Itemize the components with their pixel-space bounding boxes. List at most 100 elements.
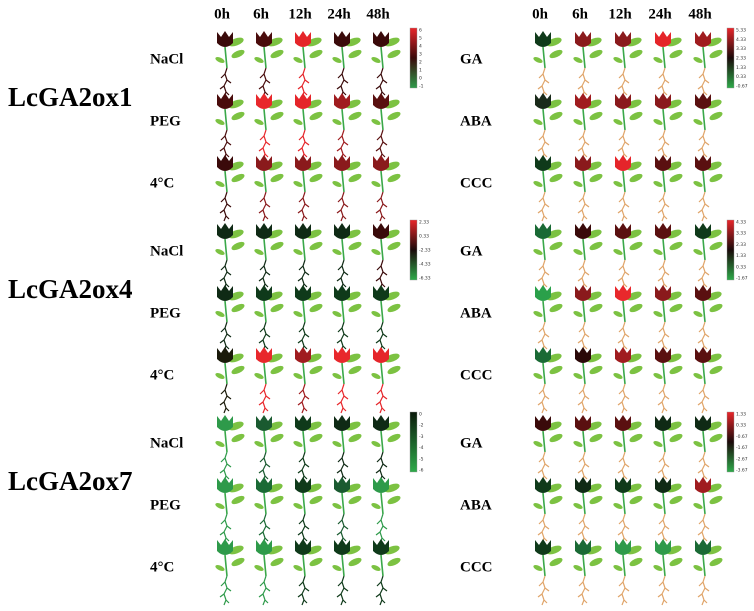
scale-label: 1.33	[736, 412, 746, 418]
roots	[258, 383, 271, 414]
plant	[533, 415, 563, 482]
scale-label: 0	[419, 412, 422, 418]
plant	[215, 223, 245, 290]
flower	[373, 285, 389, 301]
roots	[219, 575, 232, 606]
roots	[537, 321, 550, 352]
leaf	[653, 118, 663, 126]
roots	[336, 451, 349, 482]
leaf	[348, 173, 362, 183]
flower	[217, 415, 233, 431]
roots	[577, 321, 590, 352]
gene-name: LcGA2ox7	[8, 466, 133, 496]
treatment-label: ABA	[460, 305, 492, 321]
leaf	[549, 557, 563, 567]
flower	[373, 155, 389, 171]
leaf	[371, 440, 381, 448]
leaf	[293, 372, 303, 380]
leaf	[270, 173, 284, 183]
leaf	[629, 557, 643, 567]
time-header: 12h	[608, 6, 632, 22]
stem	[302, 300, 306, 323]
flower	[535, 155, 551, 171]
leaf	[215, 56, 225, 64]
leaf	[693, 180, 703, 188]
scale-label: 5	[419, 36, 422, 42]
plant	[254, 539, 284, 606]
roots	[657, 129, 670, 160]
stem	[662, 554, 666, 577]
plant	[371, 539, 401, 606]
leaf	[589, 303, 603, 313]
plant	[332, 347, 362, 414]
scale-label: 2.33	[419, 220, 429, 226]
leaf	[387, 173, 401, 183]
leaf	[549, 365, 563, 375]
stem	[302, 492, 306, 515]
stem	[662, 170, 666, 193]
leaf	[613, 502, 623, 510]
leaf	[270, 495, 284, 505]
flower	[615, 223, 631, 239]
scale-label: 0.33	[736, 74, 746, 80]
plant	[613, 93, 643, 160]
plant	[653, 477, 683, 544]
plant	[613, 477, 643, 544]
flower	[615, 31, 631, 47]
roots	[375, 191, 388, 222]
roots	[297, 191, 310, 222]
stem	[662, 362, 666, 385]
stem	[380, 46, 384, 69]
leaf	[573, 118, 583, 126]
leaf	[589, 49, 603, 59]
stem	[224, 554, 228, 577]
leaf	[589, 111, 603, 121]
stem	[582, 108, 586, 131]
leaf	[293, 310, 303, 318]
scale-label: -0.67	[736, 434, 748, 440]
stem	[542, 492, 546, 515]
roots	[617, 259, 630, 290]
roots	[657, 513, 670, 544]
roots	[297, 513, 310, 544]
flower	[655, 155, 671, 171]
leaf	[573, 440, 583, 448]
leaf	[293, 502, 303, 510]
leaf	[573, 56, 583, 64]
leaf	[613, 440, 623, 448]
leaf	[653, 248, 663, 256]
stem	[341, 362, 345, 385]
stem	[224, 492, 228, 515]
scale-label: 3.33	[736, 46, 746, 52]
flower	[575, 347, 591, 363]
flower	[295, 155, 311, 171]
flower	[217, 31, 233, 47]
stem	[582, 170, 586, 193]
treatment-label: CCC	[460, 367, 493, 383]
flower	[373, 31, 389, 47]
flower	[695, 539, 711, 555]
flower	[615, 415, 631, 431]
roots	[697, 129, 710, 160]
color-scale	[726, 411, 735, 473]
plant	[215, 347, 245, 414]
plant	[693, 477, 723, 544]
scale-label: 0	[419, 76, 422, 82]
plant	[254, 347, 284, 414]
stem	[263, 554, 267, 577]
roots	[336, 321, 349, 352]
stem	[622, 430, 626, 453]
leaf	[669, 303, 683, 313]
leaf	[693, 564, 703, 572]
leaf	[371, 118, 381, 126]
stem	[582, 362, 586, 385]
time-header: 6h	[253, 6, 270, 22]
leaf	[573, 502, 583, 510]
flower	[295, 477, 311, 493]
leaf	[348, 49, 362, 59]
leaf	[309, 433, 323, 443]
leaf	[215, 310, 225, 318]
leaf	[589, 173, 603, 183]
leaf	[309, 557, 323, 567]
leaf	[669, 495, 683, 505]
